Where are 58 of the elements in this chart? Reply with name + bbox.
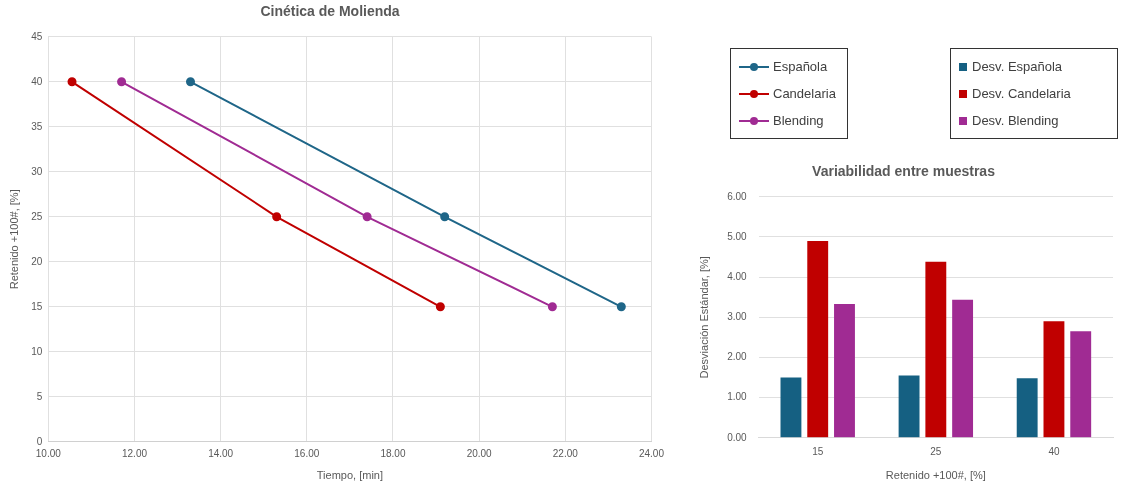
y-tick-label: 0 <box>36 435 43 447</box>
bar <box>834 304 855 438</box>
y-tick-label: 5 <box>36 390 43 402</box>
x-tick-label: 24.00 <box>638 447 665 459</box>
y-tick-label: 30 <box>31 165 43 177</box>
x-axis-title: Retenido +100#, [%] <box>885 469 986 482</box>
point <box>362 212 372 222</box>
y-tick-label: 25 <box>31 210 43 222</box>
x-tick-label: 10.00 <box>35 447 62 459</box>
y-tick-label: 2.00 <box>727 351 748 363</box>
x-tick-label: 16.00 <box>294 447 320 459</box>
y-tick-label: 1.00 <box>727 391 748 403</box>
bar <box>952 299 974 438</box>
bar <box>1016 378 1038 438</box>
point <box>440 212 450 222</box>
x-tick-label: 18.00 <box>380 447 406 459</box>
y-tick-label: 10 <box>31 345 43 357</box>
x-tick-label: 14.00 <box>208 447 234 459</box>
legend-label: Desv. Española <box>972 59 1063 74</box>
y-tick-label: 35 <box>31 120 43 132</box>
point <box>117 77 127 87</box>
y-tick-label: 45 <box>31 30 43 42</box>
y-tick-label: 3.00 <box>727 311 748 323</box>
point <box>272 212 282 222</box>
x-tick-label: 20.00 <box>466 447 493 459</box>
legend-label: Blending <box>773 113 824 128</box>
legend-label: Española <box>773 59 828 74</box>
point <box>186 77 195 87</box>
point <box>616 302 626 312</box>
bar <box>807 240 829 438</box>
x-axis-title: Tiempo, [min] <box>316 469 384 482</box>
y-tick-label: 20 <box>31 255 43 267</box>
x-tick-label: 12.00 <box>121 447 148 459</box>
bar <box>1070 331 1092 438</box>
legend-label: Desv. Candelaria <box>972 86 1071 101</box>
y-tick-label: 0.00 <box>727 431 748 443</box>
y-axis-title: Desviación Estándar, [%] <box>697 256 710 379</box>
y-axis-title: Retenido +100#, [%] <box>7 189 20 290</box>
x-tick-label: 15 <box>812 445 824 457</box>
y-tick-label: 5.00 <box>727 230 748 242</box>
y-tick-label: 40 <box>31 75 43 87</box>
x-tick-label: 25 <box>930 445 942 457</box>
bar <box>898 375 920 438</box>
bar <box>780 377 802 438</box>
chart-title: Variabilidad entre muestras <box>812 163 996 180</box>
y-tick-label: 15 <box>31 300 43 312</box>
point <box>547 302 557 312</box>
legend-label: Desv. Blending <box>972 113 1059 128</box>
x-tick-label: 40 <box>1048 445 1060 457</box>
y-tick-label: 4.00 <box>727 270 748 282</box>
point <box>67 77 77 87</box>
x-tick-label: 22.00 <box>552 447 579 459</box>
bar <box>1043 321 1065 438</box>
y-tick-label: 6.00 <box>727 190 748 202</box>
bar <box>925 261 947 438</box>
point <box>435 302 445 312</box>
legend-label: Candelaria <box>773 86 836 101</box>
chart-title: Cinética de Molienda <box>260 3 400 20</box>
